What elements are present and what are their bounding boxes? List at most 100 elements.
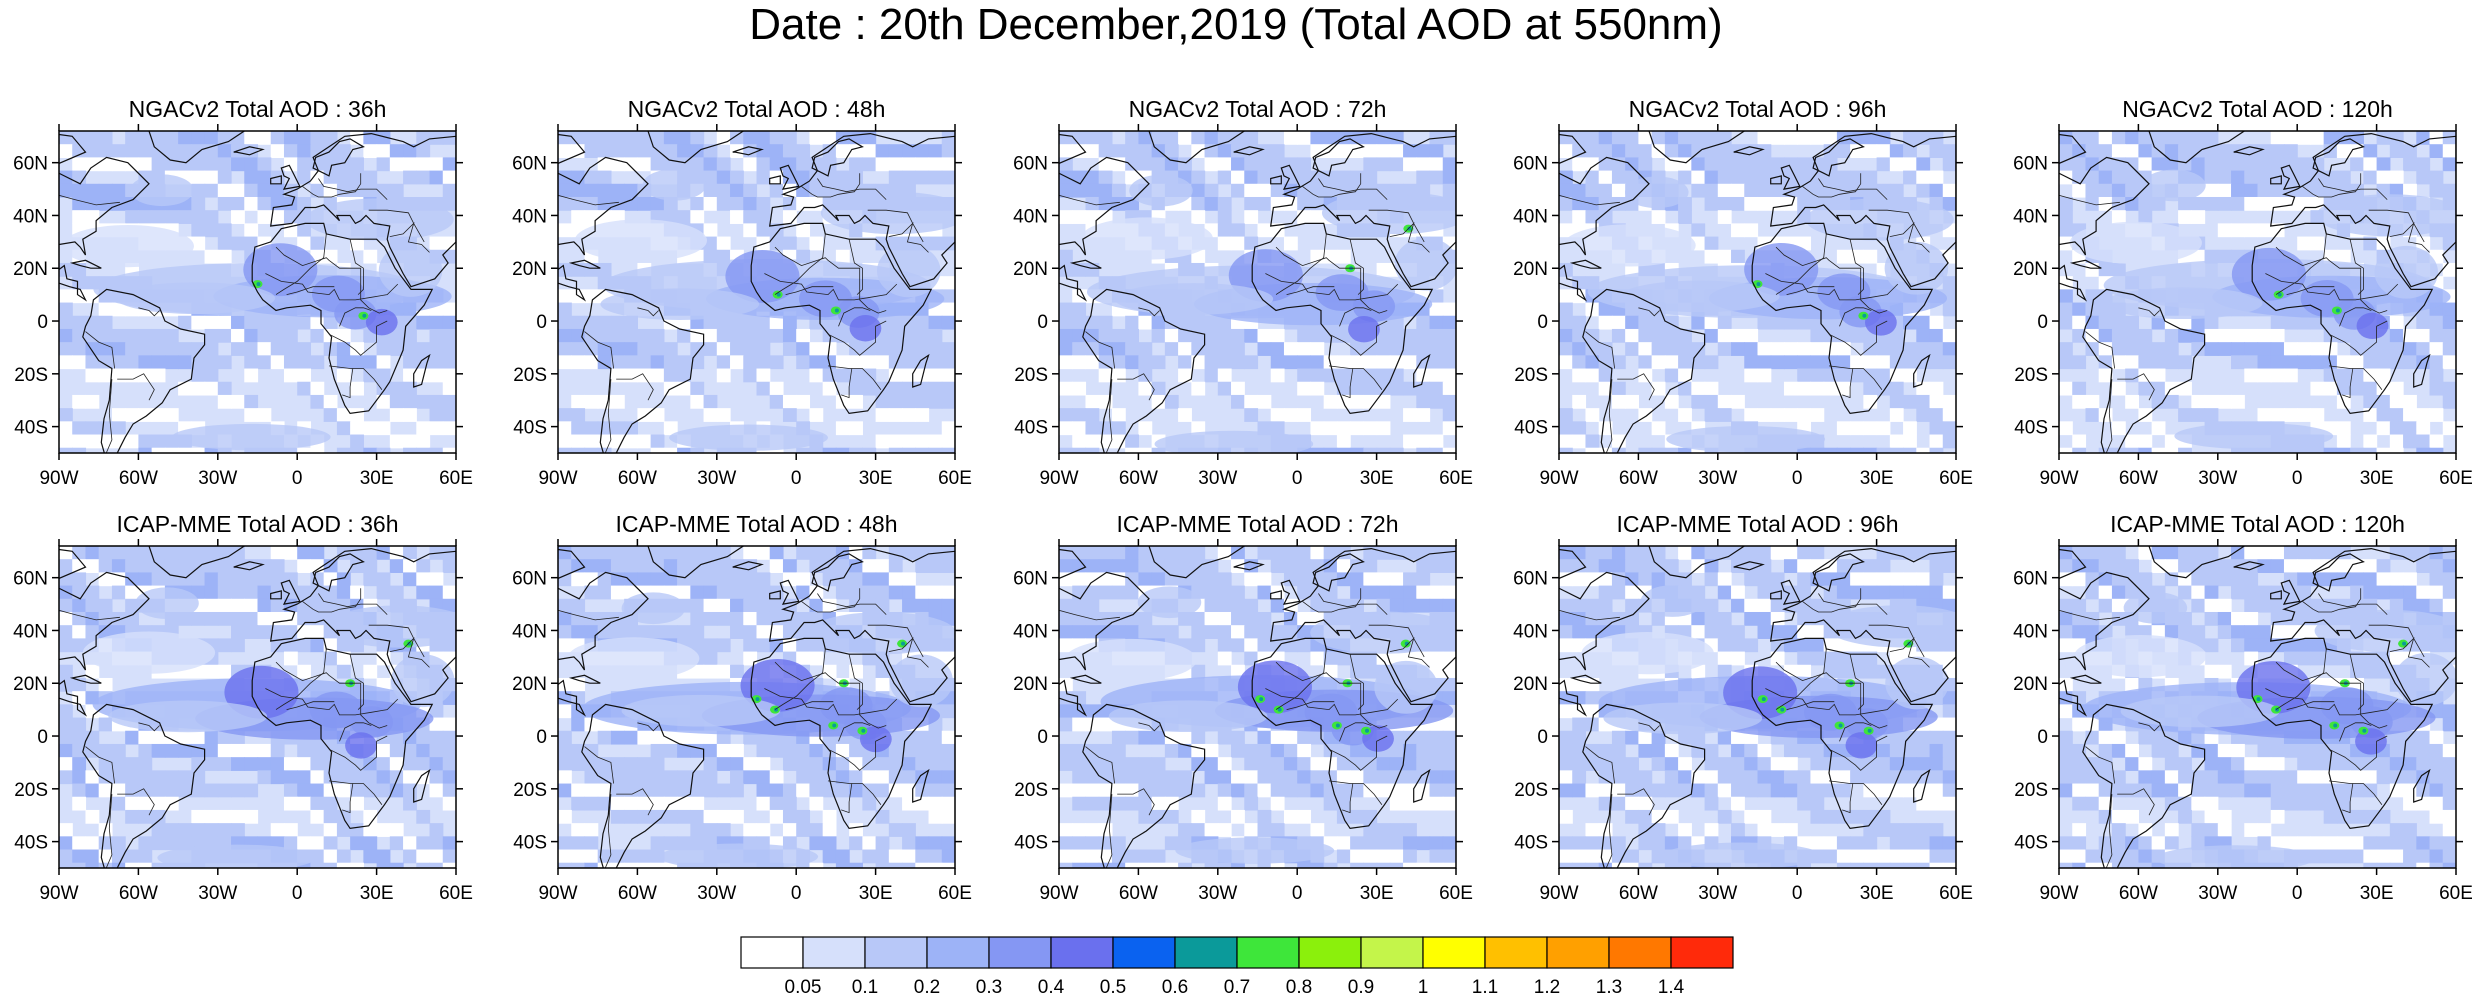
lat-tick-label: 40N	[1513, 621, 1548, 642]
lon-tick-label: 30W	[2198, 468, 2237, 489]
lat-tick-label: 20S	[2014, 365, 2048, 386]
lon-tick-label: 60W	[1119, 883, 1158, 904]
coastlines	[1559, 546, 1956, 868]
lon-tick-label: 60W	[119, 468, 158, 489]
coastlines	[558, 131, 955, 453]
lon-tick-label: 30W	[1698, 883, 1737, 904]
aod-field	[59, 131, 456, 453]
lat-tick-label: 40S	[1014, 418, 1048, 439]
lat-tick-label: 20S	[513, 780, 547, 801]
lon-tick-label: 30W	[697, 468, 736, 489]
lat-tick-label: 40N	[1013, 621, 1048, 642]
panel-title: NGACv2 Total AOD : 36h	[129, 96, 387, 122]
lat-tick-label: 40S	[2014, 418, 2048, 439]
map-panel: 90W 60W 30W 0 30E 60E 60N 40N 20N 0 20S 40S NGACv2 T…	[1513, 96, 1973, 489]
lon-tick-label: 60W	[618, 468, 657, 489]
lon-tick-label: 30W	[697, 883, 736, 904]
lon-tick-label: 0	[1292, 883, 1303, 904]
panel-title: ICAP-MME Total AOD : 72h	[1116, 511, 1398, 537]
coastlines	[2059, 546, 2456, 868]
panel-title: NGACv2 Total AOD : 120h	[2122, 96, 2393, 122]
lat-tick-label: 20N	[2013, 259, 2048, 280]
lat-tick-label: 20S	[14, 365, 48, 386]
lon-tick-label: 60E	[938, 468, 972, 489]
lon-tick-label: 60W	[2119, 883, 2158, 904]
lat-tick-label: 40N	[512, 206, 547, 227]
lat-tick-label: 40N	[1513, 206, 1548, 227]
lat-tick-label: 60N	[13, 569, 48, 590]
lat-tick-label: 20N	[1513, 674, 1548, 695]
lon-tick-label: 90W	[538, 883, 577, 904]
panel-title: ICAP-MME Total AOD : 36h	[116, 511, 398, 537]
lat-tick-label: 0	[1537, 727, 1548, 748]
lat-tick-label: 0	[2037, 312, 2048, 333]
lon-tick-label: 30W	[198, 883, 237, 904]
lat-tick-label: 20N	[1013, 259, 1048, 280]
lon-tick-label: 0	[1292, 468, 1303, 489]
lon-tick-label: 60E	[2439, 883, 2472, 904]
lon-tick-label: 60W	[618, 883, 657, 904]
lat-tick-label: 40N	[13, 206, 48, 227]
lat-tick-label: 0	[536, 727, 547, 748]
figure-title: Date : 20th December,2019 (Total AOD at …	[749, 0, 1723, 49]
coastlines	[1059, 546, 1456, 868]
lat-tick-label: 60N	[1013, 569, 1048, 590]
lon-tick-label: 90W	[538, 468, 577, 489]
lon-tick-label: 90W	[1039, 883, 1078, 904]
map-panel: 90W 60W 30W 0 30E 60E 60N 40N 20N 0 20S 40S NGACv2 T…	[13, 96, 473, 489]
lat-tick-label: 60N	[1513, 154, 1548, 175]
lon-tick-label: 60E	[938, 883, 972, 904]
lat-tick-label: 40N	[1013, 206, 1048, 227]
lon-tick-label: 60E	[1439, 468, 1473, 489]
lon-tick-label: 90W	[1039, 468, 1078, 489]
aod-field	[59, 546, 456, 868]
lat-tick-label: 40S	[2014, 833, 2048, 854]
coastlines	[1059, 131, 1456, 453]
coastlines	[558, 546, 955, 868]
lat-tick-label: 60N	[2013, 154, 2048, 175]
lat-tick-label: 60N	[512, 569, 547, 590]
lon-tick-label: 60E	[1939, 468, 1973, 489]
map-panel: 90W 60W 30W 0 30E 60E 60N 40N 20N 0 20S 40S NGACv2 T…	[512, 96, 972, 489]
lat-tick-label: 40S	[1014, 833, 1048, 854]
lat-tick-label: 40S	[1514, 833, 1548, 854]
lat-tick-label: 20N	[1013, 674, 1048, 695]
lon-tick-label: 30E	[360, 883, 394, 904]
lat-tick-label: 60N	[13, 154, 48, 175]
lat-tick-label: 20N	[13, 674, 48, 695]
lon-tick-label: 30E	[1360, 883, 1394, 904]
aod-field	[1559, 546, 1956, 868]
coastlines	[1559, 131, 1956, 453]
aod-field	[558, 546, 955, 868]
lon-tick-label: 30E	[2360, 883, 2394, 904]
coastlines	[59, 131, 456, 453]
lat-tick-label: 20S	[2014, 780, 2048, 801]
lat-tick-label: 20S	[1014, 780, 1048, 801]
map-frame	[1558, 545, 1957, 869]
aod-field	[1059, 546, 1456, 868]
lat-tick-label: 20N	[13, 259, 48, 280]
coastlines	[2059, 131, 2456, 453]
panel-title: ICAP-MME Total AOD : 96h	[1616, 511, 1898, 537]
map-frame	[2058, 130, 2457, 454]
lat-tick-label: 20N	[512, 259, 547, 280]
map-frame	[557, 130, 956, 454]
lon-tick-label: 60E	[1439, 883, 1473, 904]
panel-title: NGACv2 Total AOD : 72h	[1129, 96, 1387, 122]
lat-tick-label: 40S	[513, 418, 547, 439]
panel-title: NGACv2 Total AOD : 48h	[628, 96, 886, 122]
lon-tick-label: 90W	[1539, 468, 1578, 489]
map-panel: 90W 60W 30W 0 30E 60E 60N 40N 20N 0 20S 40S ICAP-MME…	[2013, 511, 2472, 904]
lon-tick-label: 60W	[1619, 468, 1658, 489]
lon-tick-label: 30W	[1198, 468, 1237, 489]
map-panel: 90W 60W 30W 0 30E 60E 60N 40N 20N 0 20S 40S ICAP-MME…	[512, 511, 972, 904]
lon-tick-label: 90W	[39, 883, 78, 904]
lon-tick-label: 0	[292, 468, 303, 489]
lat-tick-label: 20S	[14, 780, 48, 801]
lon-tick-label: 60E	[1939, 883, 1973, 904]
lat-tick-label: 20S	[1514, 365, 1548, 386]
lon-tick-label: 30E	[1860, 883, 1894, 904]
panel-title: ICAP-MME Total AOD : 48h	[615, 511, 897, 537]
map-panel: 90W 60W 30W 0 30E 60E 60N 40N 20N 0 20S 40S ICAP-MME…	[13, 511, 473, 904]
